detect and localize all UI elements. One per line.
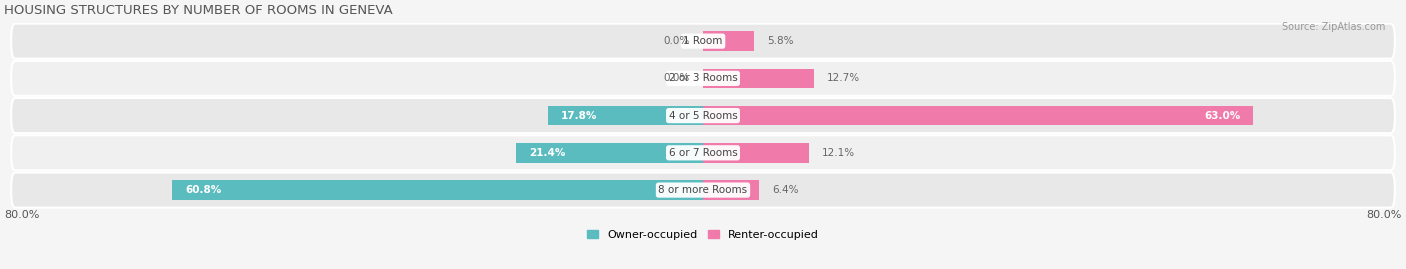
Text: 6.4%: 6.4% (772, 185, 799, 195)
Bar (703, 180, 759, 200)
Text: 12.7%: 12.7% (827, 73, 860, 83)
Bar (703, 106, 1253, 125)
Bar (516, 143, 703, 162)
FancyBboxPatch shape (11, 135, 1395, 170)
Text: 0.0%: 0.0% (664, 73, 690, 83)
Bar (703, 143, 808, 162)
Text: 17.8%: 17.8% (561, 111, 598, 121)
Text: Source: ZipAtlas.com: Source: ZipAtlas.com (1281, 22, 1385, 31)
Text: 12.1%: 12.1% (821, 148, 855, 158)
FancyBboxPatch shape (11, 61, 1395, 96)
Legend: Owner-occupied, Renter-occupied: Owner-occupied, Renter-occupied (582, 225, 824, 244)
Text: 0.0%: 0.0% (664, 36, 690, 46)
FancyBboxPatch shape (11, 24, 1395, 59)
Text: 5.8%: 5.8% (766, 36, 793, 46)
Text: 2 or 3 Rooms: 2 or 3 Rooms (669, 73, 737, 83)
Text: 1 Room: 1 Room (683, 36, 723, 46)
Text: 21.4%: 21.4% (529, 148, 565, 158)
Text: HOUSING STRUCTURES BY NUMBER OF ROOMS IN GENEVA: HOUSING STRUCTURES BY NUMBER OF ROOMS IN… (4, 4, 392, 17)
Bar (172, 180, 703, 200)
Bar (703, 31, 754, 51)
Text: 6 or 7 Rooms: 6 or 7 Rooms (669, 148, 737, 158)
Bar (703, 69, 814, 88)
Text: 60.8%: 60.8% (186, 185, 221, 195)
Text: 63.0%: 63.0% (1204, 111, 1240, 121)
Text: 80.0%: 80.0% (4, 210, 39, 220)
Text: 4 or 5 Rooms: 4 or 5 Rooms (669, 111, 737, 121)
Text: 80.0%: 80.0% (1367, 210, 1402, 220)
Text: 8 or more Rooms: 8 or more Rooms (658, 185, 748, 195)
FancyBboxPatch shape (11, 98, 1395, 133)
Bar (547, 106, 703, 125)
FancyBboxPatch shape (11, 172, 1395, 208)
